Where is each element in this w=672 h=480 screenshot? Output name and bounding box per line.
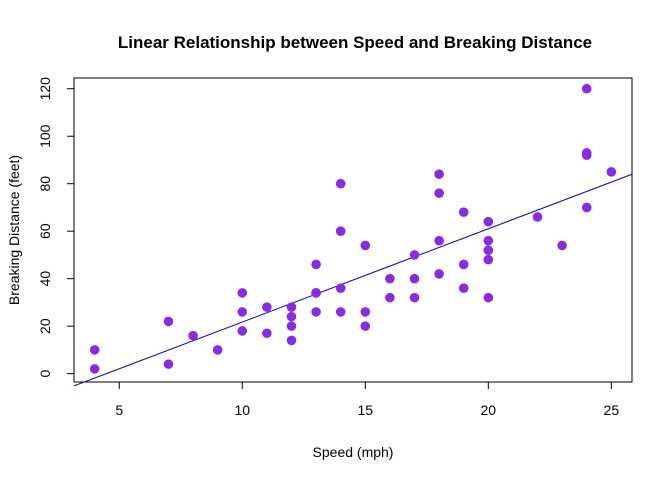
y-tick-label: 100: [37, 124, 53, 148]
x-axis-title: Speed (mph): [313, 444, 394, 460]
data-point: [335, 307, 346, 317]
data-point: [434, 235, 444, 246]
data-point: [409, 292, 420, 303]
data-point: [581, 83, 592, 94]
data-point: [89, 364, 100, 374]
data-point: [311, 288, 321, 298]
data-point: [286, 335, 297, 346]
y-tick-label: 20: [37, 318, 53, 334]
data-point: [409, 273, 420, 284]
data-point: [360, 240, 371, 251]
data-point: [409, 250, 420, 260]
chart-title: Linear Relationship between Speed and Br…: [118, 33, 592, 52]
x-ticks: 5 10 15 20 25: [115, 382, 619, 418]
data-point: [212, 345, 223, 355]
data-point: [262, 328, 272, 339]
plot-frame: [73, 77, 633, 383]
data-point: [311, 259, 321, 270]
data-point: [163, 316, 174, 327]
regression-line: [73, 173, 633, 387]
data-point: [458, 259, 469, 270]
y-tick-label: 60: [37, 223, 53, 239]
data-point: [360, 321, 371, 331]
data-point: [335, 226, 346, 236]
data-point: [286, 311, 297, 322]
data-point: [188, 330, 198, 341]
data-point: [434, 269, 444, 279]
data-point: [434, 169, 444, 180]
x-tick-label: 25: [604, 402, 620, 418]
y-ticks: 0 20 40 60 80 100 120: [37, 77, 74, 378]
y-axis-title: Breaking Distance (feet): [6, 155, 22, 305]
data-point: [286, 302, 297, 312]
data-point: [237, 326, 248, 336]
data-point: [557, 240, 567, 251]
data-point: [483, 235, 494, 246]
y-tick-label: 0: [37, 370, 53, 378]
data-point: [385, 273, 395, 284]
data-point: [434, 188, 444, 198]
data-point: [237, 288, 248, 298]
data-point: [581, 202, 592, 213]
x-tick-label: 15: [358, 402, 374, 418]
plot-area: [73, 83, 633, 387]
data-point: [581, 148, 592, 158]
y-tick-label: 40: [37, 271, 53, 287]
data-point: [335, 178, 346, 189]
data-point: [89, 345, 100, 355]
data-point: [311, 307, 321, 317]
data-point: [606, 167, 617, 177]
data-point: [286, 321, 297, 331]
data-point: [163, 359, 174, 369]
data-point: [335, 283, 346, 293]
data-point: [237, 307, 248, 317]
x-tick-label: 5: [115, 402, 123, 418]
data-point: [483, 245, 494, 255]
x-tick-label: 20: [481, 402, 497, 418]
data-point: [483, 292, 494, 303]
data-point: [385, 292, 395, 303]
data-point: [262, 302, 272, 312]
y-tick-label: 80: [37, 176, 53, 192]
data-point: [483, 254, 494, 265]
data-point: [532, 212, 543, 222]
data-point: [458, 207, 469, 217]
data-point: [458, 283, 469, 293]
data-point: [360, 307, 371, 317]
x-tick-label: 10: [234, 402, 250, 418]
y-tick-label: 120: [37, 77, 53, 101]
data-point: [483, 216, 494, 227]
